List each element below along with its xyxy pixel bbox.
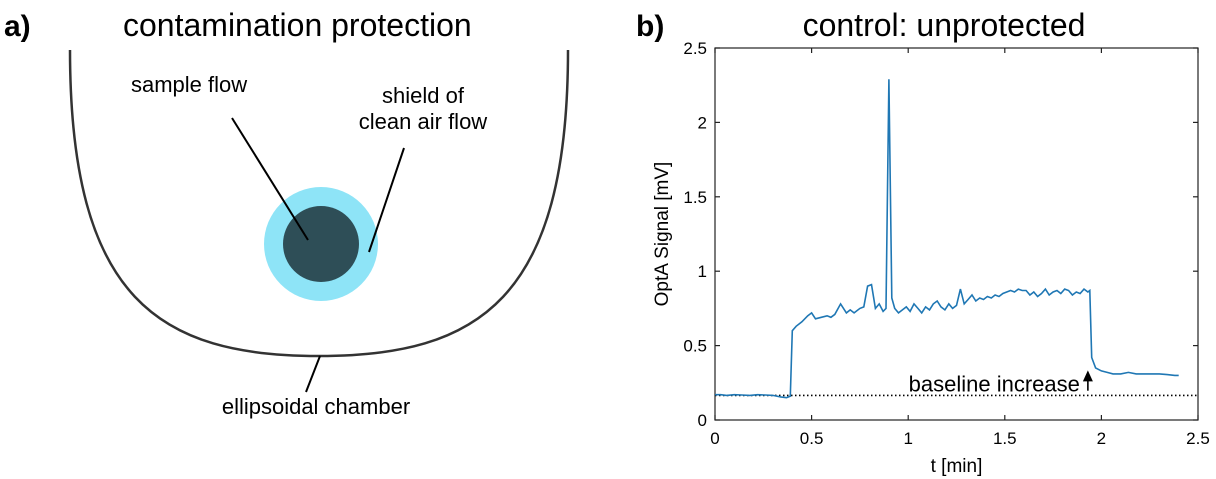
y-tick-label: 0 bbox=[698, 411, 707, 430]
shield-label-line1: shield of bbox=[382, 83, 465, 108]
panel-a: a) contamination protection sample flow … bbox=[4, 7, 570, 419]
y-ticks: 0 0.5 1 1.5 2 2.5 bbox=[683, 39, 1198, 430]
y-tick-label: 2.5 bbox=[683, 39, 707, 58]
chart-title: control: unprotected bbox=[803, 7, 1086, 43]
x-tick-label: 0.5 bbox=[800, 429, 824, 448]
chamber-label: ellipsoidal chamber bbox=[222, 394, 410, 419]
shield-label-line2: clean air flow bbox=[359, 109, 488, 134]
panel-b: b) control: unprotected 0 0.5 1 1.5 2 2.5 0 0.… bbox=[636, 7, 1210, 477]
shield-pointer bbox=[368, 147, 405, 253]
panel-b-letter: b) bbox=[636, 10, 664, 43]
baseline-annotation: baseline increase bbox=[909, 371, 1080, 396]
x-ticks: 0 0.5 1 1.5 2 2.5 bbox=[710, 48, 1210, 448]
x-tick-label: 1 bbox=[903, 429, 912, 448]
y-axis-label: OptA Signal [mV] bbox=[652, 162, 673, 307]
y-tick-label: 0.5 bbox=[683, 337, 707, 356]
chamber-pointer bbox=[305, 355, 321, 393]
sample-flow-label: sample flow bbox=[131, 72, 247, 97]
y-tick-label: 1 bbox=[698, 262, 707, 281]
y-tick-label: 2 bbox=[698, 113, 707, 132]
plot-area bbox=[714, 47, 1199, 421]
signal-series-line bbox=[715, 79, 1179, 399]
sample-flow-core bbox=[283, 206, 359, 282]
panel-a-letter: a) bbox=[4, 10, 31, 43]
y-tick-label: 1.5 bbox=[683, 188, 707, 207]
sample-flow-pointer bbox=[231, 117, 309, 241]
x-tick-label: 0 bbox=[710, 429, 719, 448]
panel-a-title: contamination protection bbox=[123, 7, 472, 43]
x-tick-label: 2 bbox=[1097, 429, 1106, 448]
x-tick-label: 1.5 bbox=[993, 429, 1017, 448]
x-tick-label: 2.5 bbox=[1186, 429, 1210, 448]
x-axis-label: t [min] bbox=[931, 456, 983, 477]
baseline-arrow-head bbox=[1082, 370, 1093, 382]
